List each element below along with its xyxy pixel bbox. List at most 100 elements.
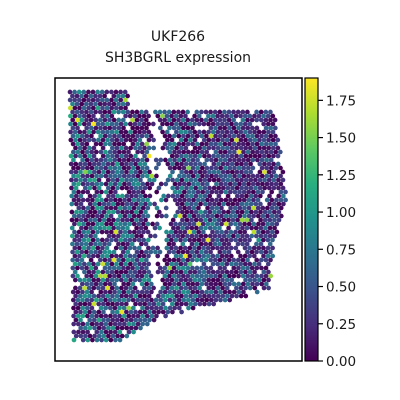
expression-spot: [78, 309, 83, 315]
expression-spot: [110, 325, 116, 331]
expression-spot: [180, 225, 185, 231]
expression-spot: [125, 281, 131, 287]
expression-spot: [187, 129, 193, 135]
expression-spot: [91, 277, 97, 283]
expression-spot: [181, 189, 187, 195]
expression-spot: [74, 101, 80, 107]
expression-spot: [81, 221, 86, 227]
expression-spot: [166, 249, 172, 255]
expression-spot: [119, 177, 125, 183]
expression-spot: [263, 265, 269, 271]
expression-spot: [201, 237, 206, 243]
expression-spot: [222, 297, 228, 303]
expression-spot: [217, 133, 223, 139]
expression-spot: [189, 209, 194, 215]
expression-spot: [108, 181, 113, 187]
expression-spot: [218, 289, 223, 295]
expression-spot: [102, 133, 108, 139]
expression-spot: [83, 241, 89, 247]
expression-spot: [253, 185, 258, 191]
expression-spot: [209, 197, 215, 203]
expression-spot: [218, 149, 223, 155]
expression-spot: [278, 165, 283, 171]
expression-spot: [276, 193, 282, 199]
expression-spot: [278, 189, 284, 195]
expression-spot: [116, 265, 122, 271]
expression-spot: [124, 161, 129, 167]
expression-spot: [128, 293, 134, 299]
expression-spot: [111, 273, 117, 279]
expression-spot: [99, 337, 104, 343]
expression-spot: [181, 281, 186, 287]
expression-spot: [105, 153, 111, 159]
expression-spot: [100, 285, 106, 291]
expression-spot: [120, 233, 126, 239]
expression-spot: [164, 129, 170, 135]
expression-spot: [269, 181, 274, 187]
expression-spot: [236, 289, 242, 295]
expression-spot: [135, 297, 141, 303]
expression-spot: [89, 173, 95, 179]
expression-spot: [206, 269, 211, 275]
expression-spot: [84, 117, 89, 123]
expression-spot: [183, 153, 189, 159]
expression-spot: [200, 181, 205, 187]
expression-spot: [229, 277, 235, 283]
expression-spot: [149, 313, 155, 319]
expression-spot: [229, 261, 234, 267]
expression-spot: [105, 169, 111, 175]
expression-spot: [222, 133, 228, 139]
expression-spot: [184, 217, 190, 223]
expression-spot: [79, 281, 85, 287]
expression-spot: [231, 257, 237, 263]
expression-spot: [75, 133, 80, 139]
expression-spot: [247, 261, 253, 267]
expression-spot: [219, 229, 225, 235]
expression-spot: [192, 293, 198, 299]
expression-spot: [107, 265, 112, 271]
expression-spot: [173, 253, 179, 259]
expression-spot: [69, 209, 75, 215]
expression-spot: [271, 201, 277, 207]
expression-spot: [124, 309, 129, 315]
expression-spot: [144, 297, 150, 303]
expression-spot: [70, 93, 75, 99]
expression-spot: [175, 201, 180, 207]
expression-spot: [197, 293, 203, 299]
expression-spot: [178, 245, 183, 251]
expression-spot: [255, 173, 260, 179]
expression-spot: [220, 293, 226, 299]
expression-spot: [136, 197, 141, 203]
expression-spot: [185, 125, 191, 131]
expression-spot: [227, 281, 232, 287]
expression-spot: [265, 113, 271, 119]
expression-spot: [218, 189, 224, 195]
expression-spot: [125, 233, 130, 239]
expression-spot: [89, 181, 95, 187]
expression-spot: [179, 209, 185, 215]
expression-spot: [144, 125, 149, 131]
expression-spot: [208, 273, 214, 279]
expression-spot: [86, 145, 92, 151]
expression-spot: [87, 209, 93, 215]
expression-spot: [85, 337, 91, 343]
expression-spot: [131, 189, 137, 195]
expression-spot: [252, 153, 258, 159]
expression-spot: [225, 185, 231, 191]
expression-spot: [69, 193, 75, 199]
expression-spot: [266, 161, 272, 167]
expression-spot: [261, 253, 266, 259]
expression-spot: [215, 153, 221, 159]
expression-spot: [249, 273, 255, 279]
expression-spot: [214, 205, 220, 211]
expression-spot: [123, 145, 129, 151]
expression-spot: [130, 109, 135, 115]
expression-spot: [280, 193, 286, 199]
expression-spot: [138, 225, 144, 231]
expression-spot: [76, 181, 81, 187]
expression-spot: [247, 277, 253, 283]
expression-spot: [207, 193, 213, 199]
expression-spot: [109, 253, 115, 259]
expression-spot: [130, 289, 136, 295]
